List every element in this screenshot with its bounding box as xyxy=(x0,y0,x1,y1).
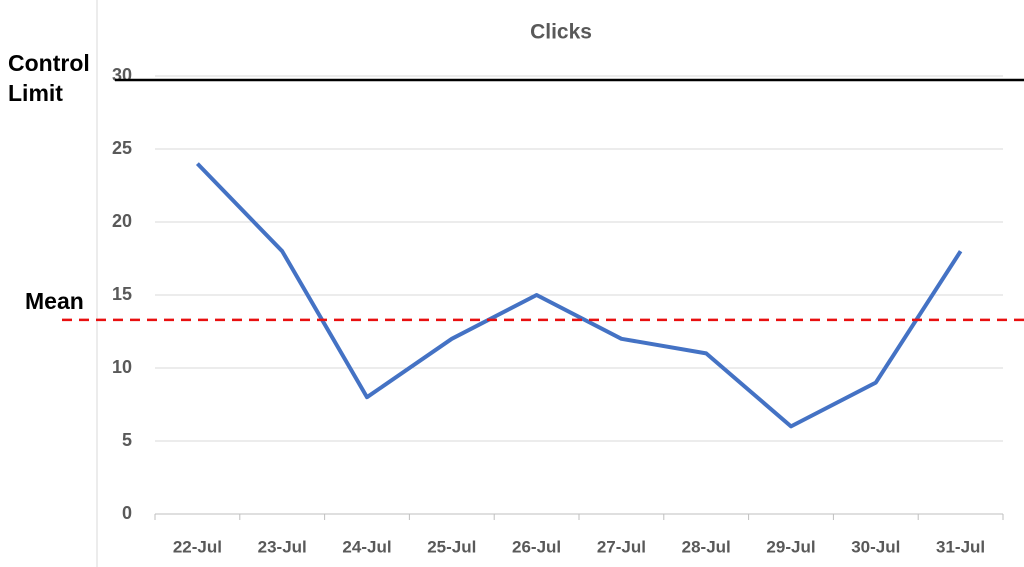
x-tick-label: 28-Jul xyxy=(682,537,731,556)
x-tick-label: 22-Jul xyxy=(173,537,222,556)
x-tick-label: 23-Jul xyxy=(258,537,307,556)
y-tick-label: 25 xyxy=(112,138,132,158)
x-tick-label: 26-Jul xyxy=(512,537,561,556)
y-tick-label: 30 xyxy=(112,65,132,85)
x-tick-label: 24-Jul xyxy=(342,537,391,556)
x-tick-label: 30-Jul xyxy=(851,537,900,556)
y-tick-label: 5 xyxy=(122,430,132,450)
y-tick-label: 0 xyxy=(122,503,132,523)
x-tick-label: 27-Jul xyxy=(597,537,646,556)
data-line xyxy=(195,162,963,429)
annotation-label: Mean xyxy=(25,288,84,314)
x-tick-label: 31-Jul xyxy=(936,537,985,556)
y-tick-label: 20 xyxy=(112,211,132,231)
y-tick-label: 10 xyxy=(112,357,132,377)
y-tick-label: 15 xyxy=(112,284,132,304)
x-tick-label: 29-Jul xyxy=(766,537,815,556)
x-tick-label: 25-Jul xyxy=(427,537,476,556)
chart-title: Clicks xyxy=(530,21,592,44)
annotation-label: Control Limit xyxy=(8,50,90,106)
